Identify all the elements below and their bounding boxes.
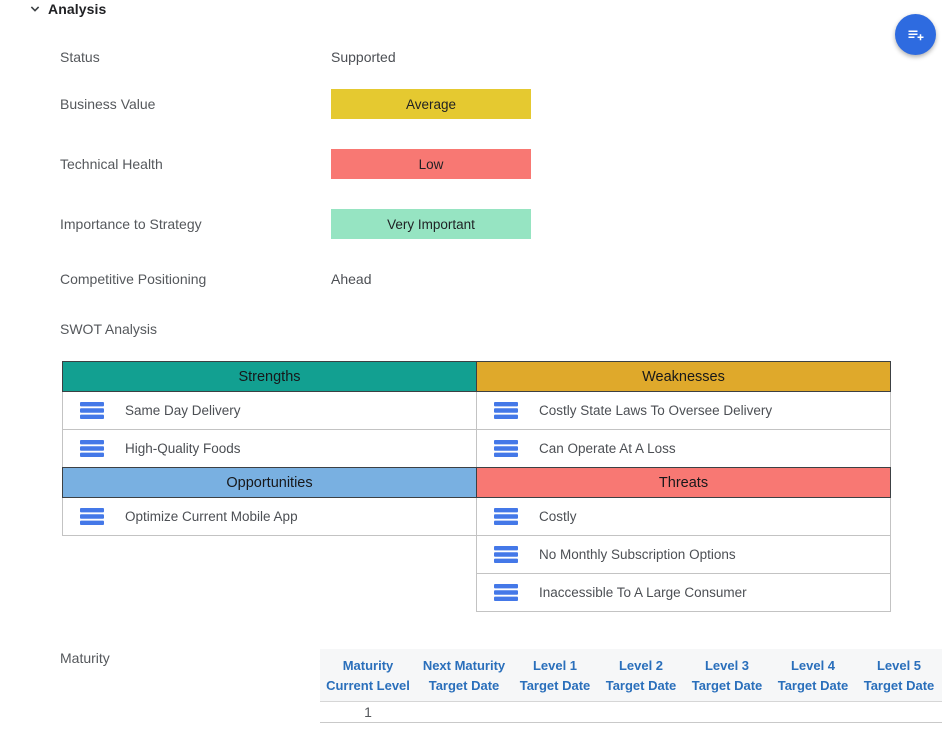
swot-opportunities-header: Opportunities bbox=[62, 467, 477, 498]
drag-handle-icon[interactable] bbox=[494, 440, 518, 457]
field-row-importance: Importance to Strategy Very Important bbox=[60, 209, 890, 239]
fields: Status Supported Business Value Average … bbox=[60, 42, 890, 344]
maturity-col-header: Next Maturity Target Date bbox=[422, 658, 506, 693]
maturity-label: Maturity bbox=[60, 650, 110, 666]
chevron-down-icon[interactable] bbox=[27, 1, 43, 17]
swot-item[interactable]: High-Quality Foods bbox=[62, 429, 477, 468]
field-label: Status bbox=[60, 49, 100, 65]
swot-item-label: Can Operate At A Loss bbox=[539, 441, 676, 456]
field-row-competitive-positioning: Competitive Positioning Ahead bbox=[60, 264, 890, 294]
technical-health-badge[interactable]: Low bbox=[331, 149, 531, 179]
drag-handle-icon[interactable] bbox=[80, 508, 104, 525]
swot-item[interactable]: Costly State Laws To Oversee Delivery bbox=[476, 391, 891, 430]
competitive-positioning-value[interactable]: Ahead bbox=[331, 271, 372, 287]
maturity-table-row: 1 bbox=[320, 701, 942, 723]
maturity-table-header: Maturity Current Level Next Maturity Targe… bbox=[320, 649, 942, 701]
playlist-add-button[interactable] bbox=[895, 14, 936, 55]
maturity-col-header: Level 2 Target Date bbox=[605, 658, 677, 693]
swot-threats-header: Threats bbox=[476, 467, 891, 498]
section-title: Analysis bbox=[48, 1, 107, 17]
field-row-technical-health: Technical Health Low bbox=[60, 149, 890, 179]
swot-item-label: No Monthly Subscription Options bbox=[539, 547, 736, 562]
maturity-col-header: Level 3 Target Date bbox=[691, 658, 763, 693]
maturity-current-level-cell[interactable]: 1 bbox=[364, 704, 372, 720]
swot-item[interactable]: Costly bbox=[476, 497, 891, 536]
swot-item-label: Same Day Delivery bbox=[125, 403, 241, 418]
drag-handle-icon[interactable] bbox=[80, 440, 104, 457]
field-label: Importance to Strategy bbox=[60, 216, 202, 232]
importance-badge[interactable]: Very Important bbox=[331, 209, 531, 239]
swot-item[interactable]: Optimize Current Mobile App bbox=[62, 497, 477, 536]
swot-item[interactable]: No Monthly Subscription Options bbox=[476, 535, 891, 574]
drag-handle-icon[interactable] bbox=[494, 402, 518, 419]
swot-item[interactable]: Inaccessible To A Large Consumer bbox=[476, 573, 891, 612]
drag-handle-icon[interactable] bbox=[494, 508, 518, 525]
maturity-table: Maturity Current Level Next Maturity Targe… bbox=[320, 649, 942, 723]
maturity-col-header: Level 1 Target Date bbox=[519, 658, 591, 693]
field-label: Competitive Positioning bbox=[60, 271, 207, 287]
maturity-col-header: Maturity Current Level bbox=[326, 658, 410, 693]
swot-item-label: Costly bbox=[539, 509, 577, 524]
swot-item[interactable]: Can Operate At A Loss bbox=[476, 429, 891, 468]
field-row-swot: SWOT Analysis bbox=[60, 314, 890, 344]
swot-strengths-header: Strengths bbox=[62, 361, 477, 392]
swot-weaknesses-header: Weaknesses bbox=[476, 361, 891, 392]
maturity-col-header: Level 5 Target Date bbox=[863, 658, 935, 693]
section-toggle[interactable]: Analysis bbox=[27, 1, 106, 17]
drag-handle-icon[interactable] bbox=[80, 402, 104, 419]
playlist-add-icon bbox=[907, 26, 925, 44]
swot-right-column: Weaknesses Costly State Laws To Oversee … bbox=[476, 361, 891, 612]
status-value[interactable]: Supported bbox=[331, 49, 396, 65]
drag-handle-icon[interactable] bbox=[494, 584, 518, 601]
field-row-status: Status Supported bbox=[60, 42, 890, 72]
swot-label: SWOT Analysis bbox=[60, 321, 157, 337]
swot-left-column: Strengths Same Day Delivery High-Quality… bbox=[62, 361, 477, 612]
field-label: Business Value bbox=[60, 96, 156, 112]
swot-item[interactable]: Same Day Delivery bbox=[62, 391, 477, 430]
swot-item-label: High-Quality Foods bbox=[125, 441, 241, 456]
business-value-badge[interactable]: Average bbox=[331, 89, 531, 119]
field-row-business-value: Business Value Average bbox=[60, 89, 890, 119]
swot-table: Strengths Same Day Delivery High-Quality… bbox=[62, 361, 891, 612]
maturity-col-header: Level 4 Target Date bbox=[777, 658, 849, 693]
field-label: Technical Health bbox=[60, 156, 163, 172]
swot-item-label: Inaccessible To A Large Consumer bbox=[539, 585, 747, 600]
swot-item-label: Optimize Current Mobile App bbox=[125, 509, 298, 524]
drag-handle-icon[interactable] bbox=[494, 546, 518, 563]
swot-item-label: Costly State Laws To Oversee Delivery bbox=[539, 403, 773, 418]
